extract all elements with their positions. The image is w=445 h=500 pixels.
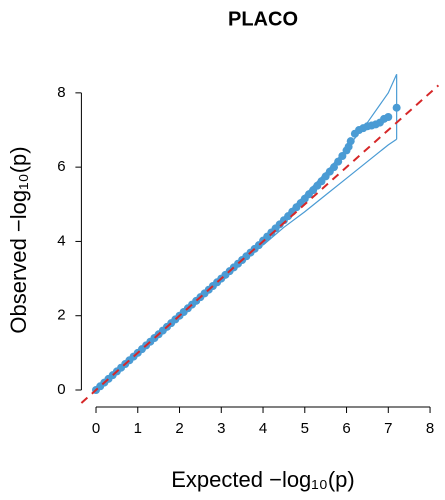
point	[346, 137, 355, 146]
y-tick-label: 8	[57, 84, 65, 101]
confidence-bound	[262, 138, 397, 246]
point	[392, 103, 401, 112]
x-tick-label: 2	[175, 420, 183, 437]
point	[384, 113, 393, 121]
y-tick-label: 2	[57, 307, 65, 324]
y-tick-label: 6	[57, 158, 65, 175]
y-tick-label: 4	[57, 232, 65, 249]
confidence-bound	[262, 74, 398, 239]
y-tick-label: 0	[57, 381, 65, 398]
chart-title: PLACO	[228, 8, 298, 30]
x-tick-label: 3	[217, 420, 225, 437]
x-tick-label: 5	[301, 420, 309, 437]
x-tick-label: 8	[426, 420, 434, 437]
x-tick-label: 0	[92, 420, 100, 437]
x-tick-label: 4	[259, 420, 267, 437]
x-tick-label: 7	[384, 420, 392, 437]
point	[334, 157, 343, 166]
x-tick-label: 1	[134, 420, 142, 437]
point	[338, 152, 347, 160]
y-axis-label: Observed −log₁₀(p)	[6, 146, 31, 333]
reference-line	[80, 84, 440, 404]
point	[330, 163, 339, 172]
x-axis-label: Expected −log₁₀(p)	[171, 467, 355, 492]
x-tick-label: 6	[342, 420, 350, 437]
